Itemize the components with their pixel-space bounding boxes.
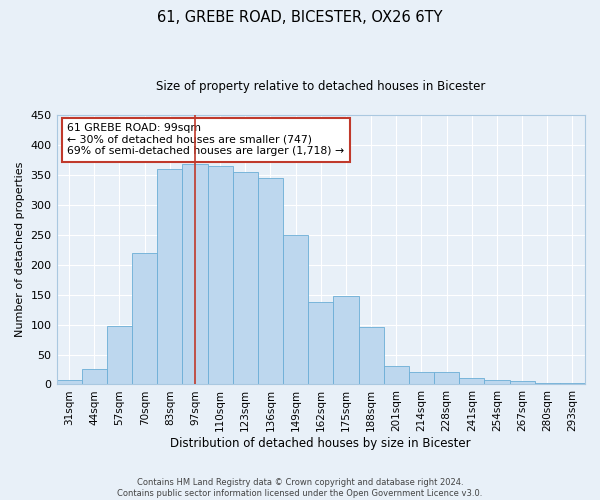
Y-axis label: Number of detached properties: Number of detached properties: [15, 162, 25, 338]
Bar: [233, 172, 258, 384]
Bar: [208, 166, 233, 384]
Bar: [132, 252, 157, 384]
Bar: [560, 382, 585, 384]
Bar: [56, 380, 82, 384]
Text: Contains HM Land Registry data © Crown copyright and database right 2024.
Contai: Contains HM Land Registry data © Crown c…: [118, 478, 482, 498]
Bar: [459, 378, 484, 384]
Bar: [182, 164, 208, 384]
Title: Size of property relative to detached houses in Bicester: Size of property relative to detached ho…: [156, 80, 485, 93]
Bar: [484, 380, 509, 384]
Bar: [308, 302, 334, 384]
Bar: [509, 382, 535, 384]
Bar: [258, 178, 283, 384]
Bar: [434, 372, 459, 384]
Bar: [82, 370, 107, 384]
Bar: [283, 235, 308, 384]
Bar: [107, 326, 132, 384]
Bar: [383, 366, 409, 384]
Text: 61, GREBE ROAD, BICESTER, OX26 6TY: 61, GREBE ROAD, BICESTER, OX26 6TY: [157, 10, 443, 25]
Bar: [409, 372, 434, 384]
X-axis label: Distribution of detached houses by size in Bicester: Distribution of detached houses by size …: [170, 437, 471, 450]
Bar: [334, 296, 359, 384]
Bar: [359, 327, 383, 384]
Bar: [157, 169, 182, 384]
Text: 61 GREBE ROAD: 99sqm
← 30% of detached houses are smaller (747)
69% of semi-deta: 61 GREBE ROAD: 99sqm ← 30% of detached h…: [67, 123, 344, 156]
